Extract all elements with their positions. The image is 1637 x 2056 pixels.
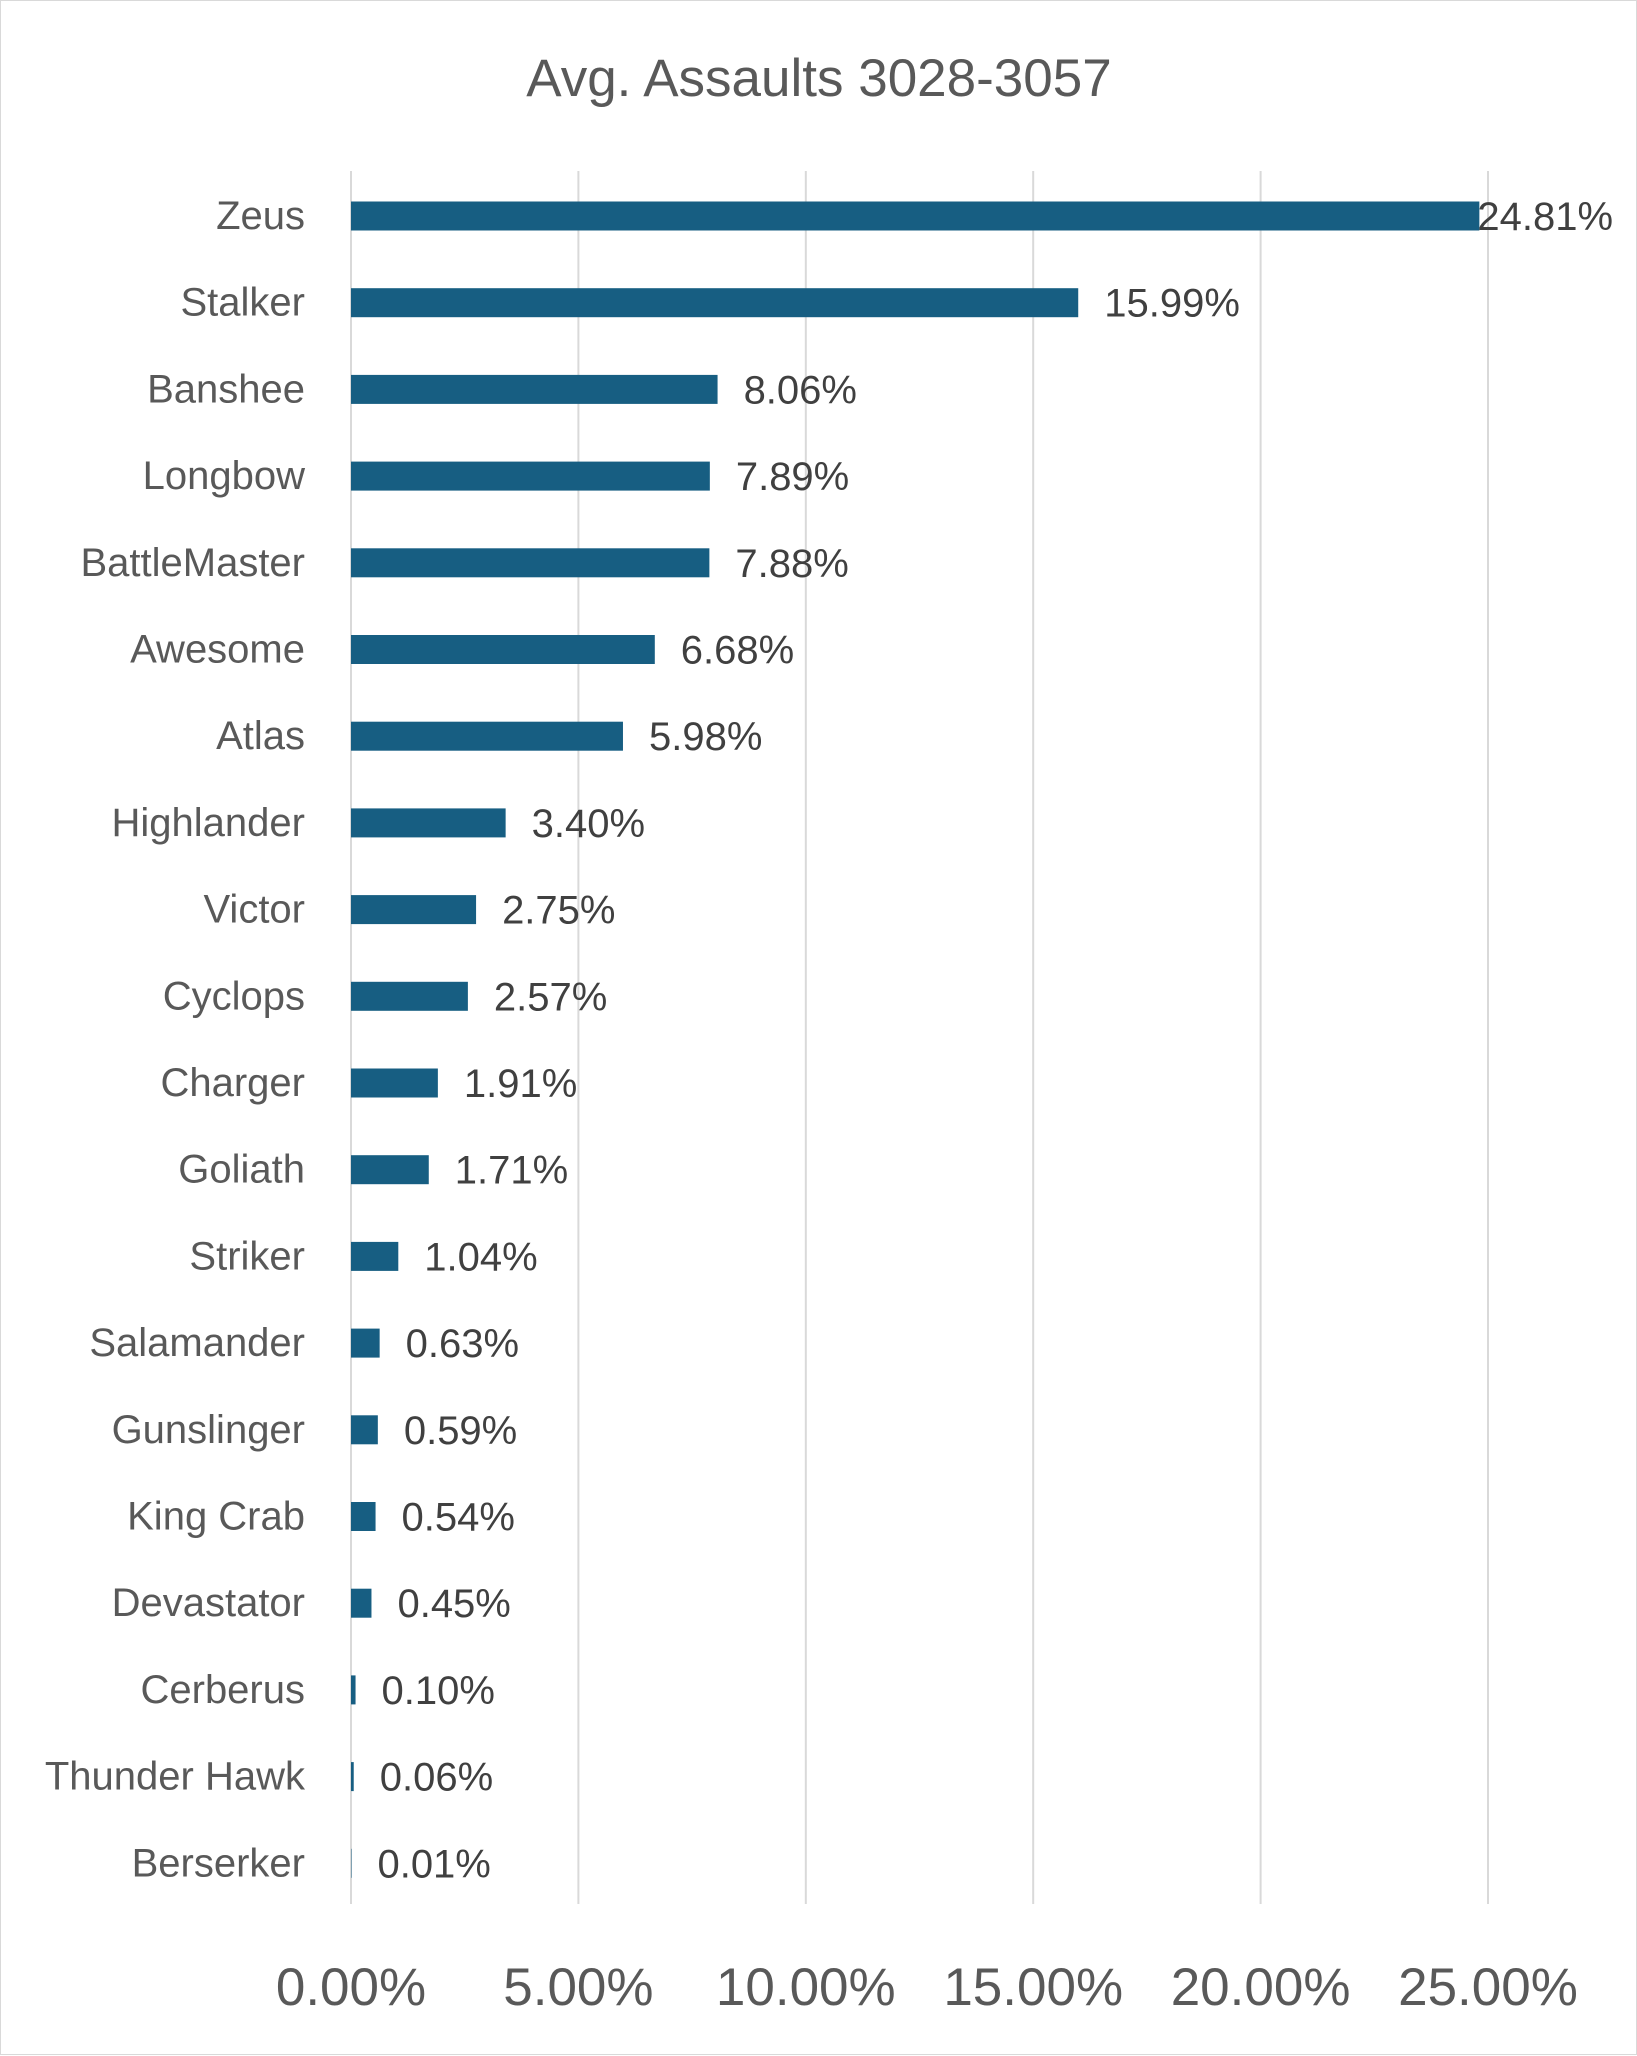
data-label: 24.81% [1477,195,1613,239]
bar-victor [351,895,476,924]
bar-thunder-hawk [351,1762,354,1791]
category-label: Zeus [216,194,305,238]
data-label: 7.88% [735,542,848,586]
bar-salamander [351,1329,380,1358]
data-label: 2.75% [502,889,615,933]
category-label: Striker [189,1234,305,1278]
data-label: 1.91% [464,1062,577,1106]
x-tick-label: 5.00% [503,1958,653,2017]
data-label: 7.89% [736,455,849,499]
bar-striker [351,1242,398,1271]
category-label: Thunder Hawk [45,1755,306,1799]
x-tick-label: 10.00% [716,1958,896,2017]
data-label: 0.63% [406,1322,519,1366]
bar-battlemaster [351,548,709,577]
bar-zeus [351,202,1479,231]
bar-king-crab [351,1502,376,1531]
data-label: 5.98% [649,715,762,759]
data-label: 0.01% [377,1842,490,1886]
data-label: 2.57% [494,975,607,1019]
category-label: Longbow [143,454,305,498]
bar-banshee [351,375,718,404]
category-label: King Crab [127,1495,305,1539]
category-label: Devastator [112,1581,305,1625]
x-tick-label: 15.00% [943,1958,1123,2017]
category-label: Gunslinger [112,1408,305,1452]
category-label: BattleMaster [80,541,305,585]
data-label: 0.59% [404,1409,517,1453]
category-label: Goliath [178,1148,305,1192]
category-label: Atlas [216,714,305,758]
data-label: 0.06% [380,1756,493,1800]
data-labels: 24.81% 15.99% 8.06% 7.89% 7.88% 6.68% 5.98%3.4… [377,195,1613,1886]
data-label: 8.06% [744,368,857,412]
data-label: 0.45% [397,1582,510,1626]
bar-charger [351,1069,438,1098]
data-label: 15.99% [1104,282,1240,326]
bars [351,202,1479,1878]
x-tick-label: 0.00% [276,1958,426,2017]
gridlines [351,171,1488,1904]
category-label: Highlander [112,801,305,845]
bar-cyclops [351,982,468,1011]
data-label: 1.04% [424,1235,537,1279]
category-label: Berserker [132,1841,305,1885]
category-label: Awesome [130,628,305,672]
category-label: Banshee [147,367,305,411]
bar-longbow [351,462,710,491]
category-label: Cyclops [163,974,305,1018]
bar-devastator [351,1589,371,1618]
bar-stalker [351,288,1078,317]
bar-highlander [351,808,506,837]
category-label: Cerberus [140,1668,305,1712]
category-labels: Zeus Stalker Banshee Longbow BattleMaster Awe… [45,194,306,1885]
bar-atlas [351,722,623,751]
bar-goliath [351,1155,429,1184]
x-tick-label: 25.00% [1398,1958,1578,2017]
category-label: Stalker [181,281,306,325]
category-label: Salamander [89,1321,305,1365]
data-label: 0.10% [382,1669,495,1713]
category-label: Charger [160,1061,305,1105]
data-label: 0.54% [402,1496,515,1540]
bar-awesome [351,635,655,664]
x-tick-label: 20.00% [1171,1958,1351,2017]
data-label: 3.40% [532,802,645,846]
data-label: 1.71% [455,1149,568,1193]
chart-title: Avg. Assaults 3028-3057 [526,49,1111,108]
category-label: Victor [203,888,305,932]
data-label: 6.68% [681,629,794,673]
bar-gunslinger [351,1415,378,1444]
bar-cerberus [351,1675,356,1704]
x-axis-tick-labels: 0.00% 5.00% 10.00% 15.00% 20.00% 25.00% [276,1958,1578,2017]
